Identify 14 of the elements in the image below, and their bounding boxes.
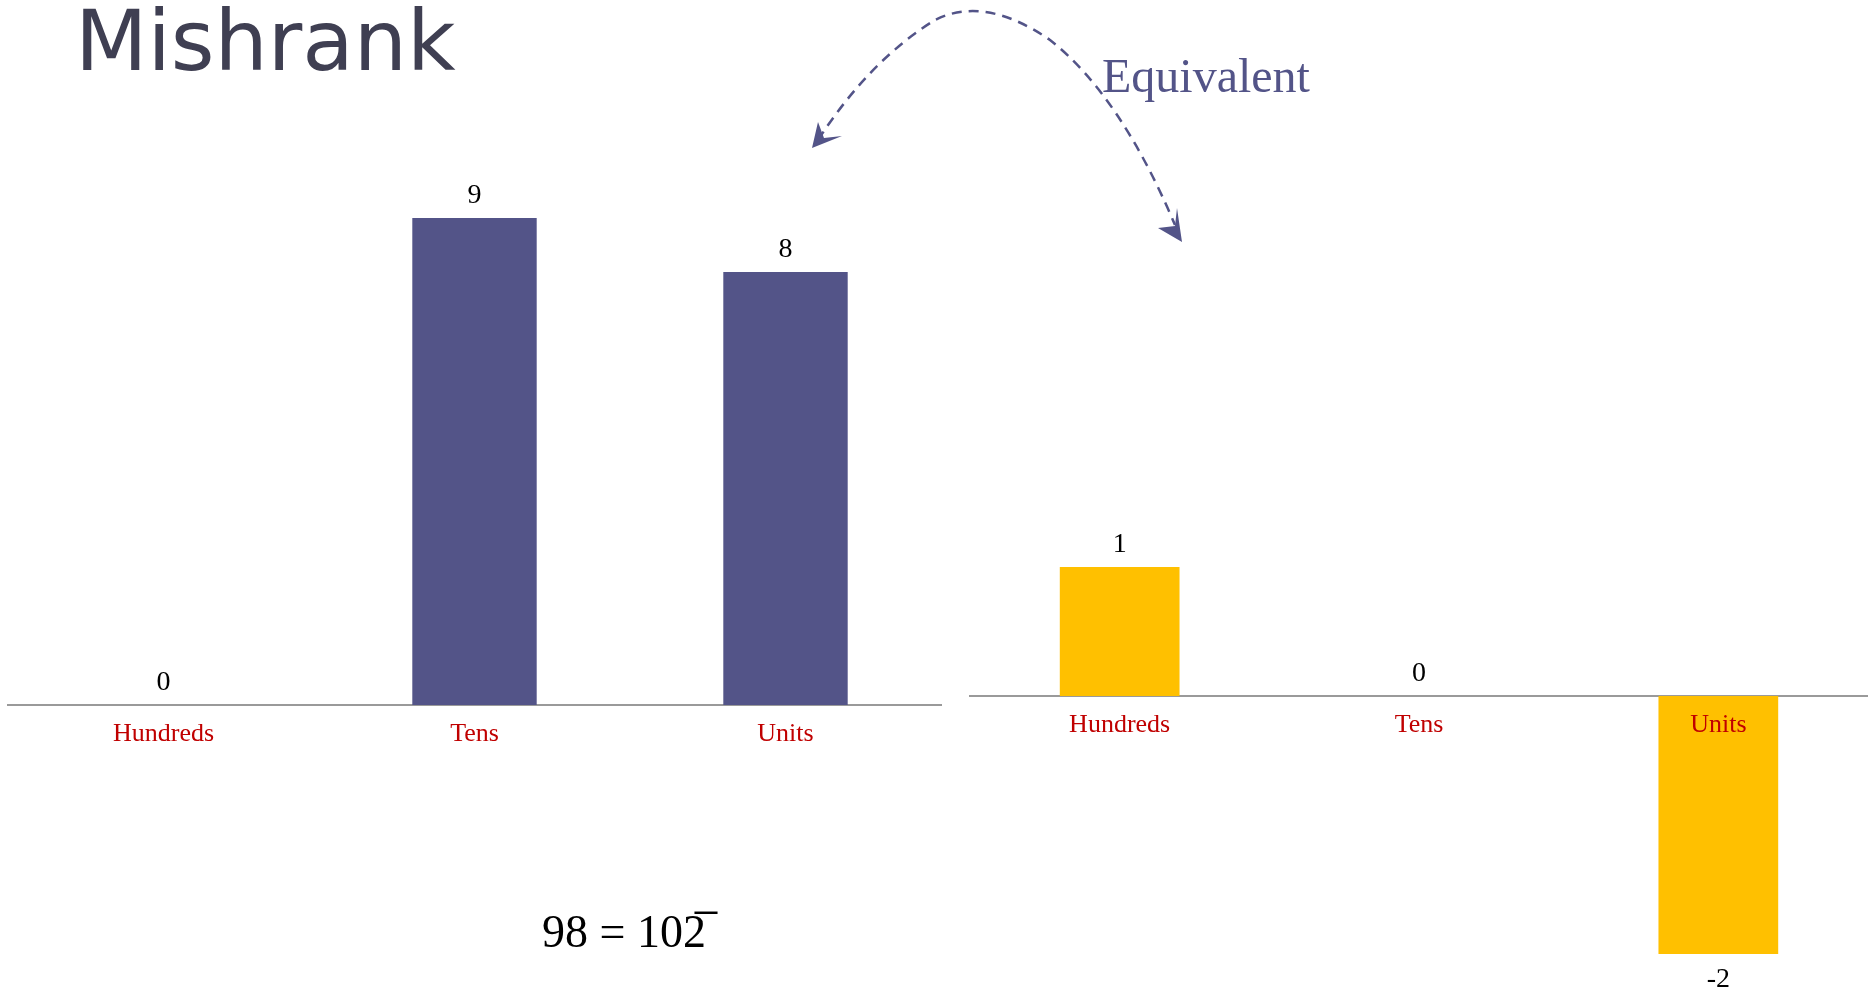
data-label: 1 [1112,527,1127,559]
chart-title: Mishrank [75,0,456,90]
data-label: 0 [1412,656,1426,688]
data-label: 8 [778,232,793,264]
text: Equivalent [1102,48,1310,103]
x-tick-label: Tens [1394,708,1444,738]
data-label: 9 [467,178,482,210]
x-tick-label: Hundreds [112,717,215,747]
data-label: -2 [1706,962,1730,994]
x-tick-label: Hundreds [1069,708,1171,738]
x-tick-label: Units [1690,708,1747,738]
x-tick-label: Tens [450,717,499,747]
data-label: 0 [156,665,171,697]
x-tick-label: Units [757,717,814,747]
